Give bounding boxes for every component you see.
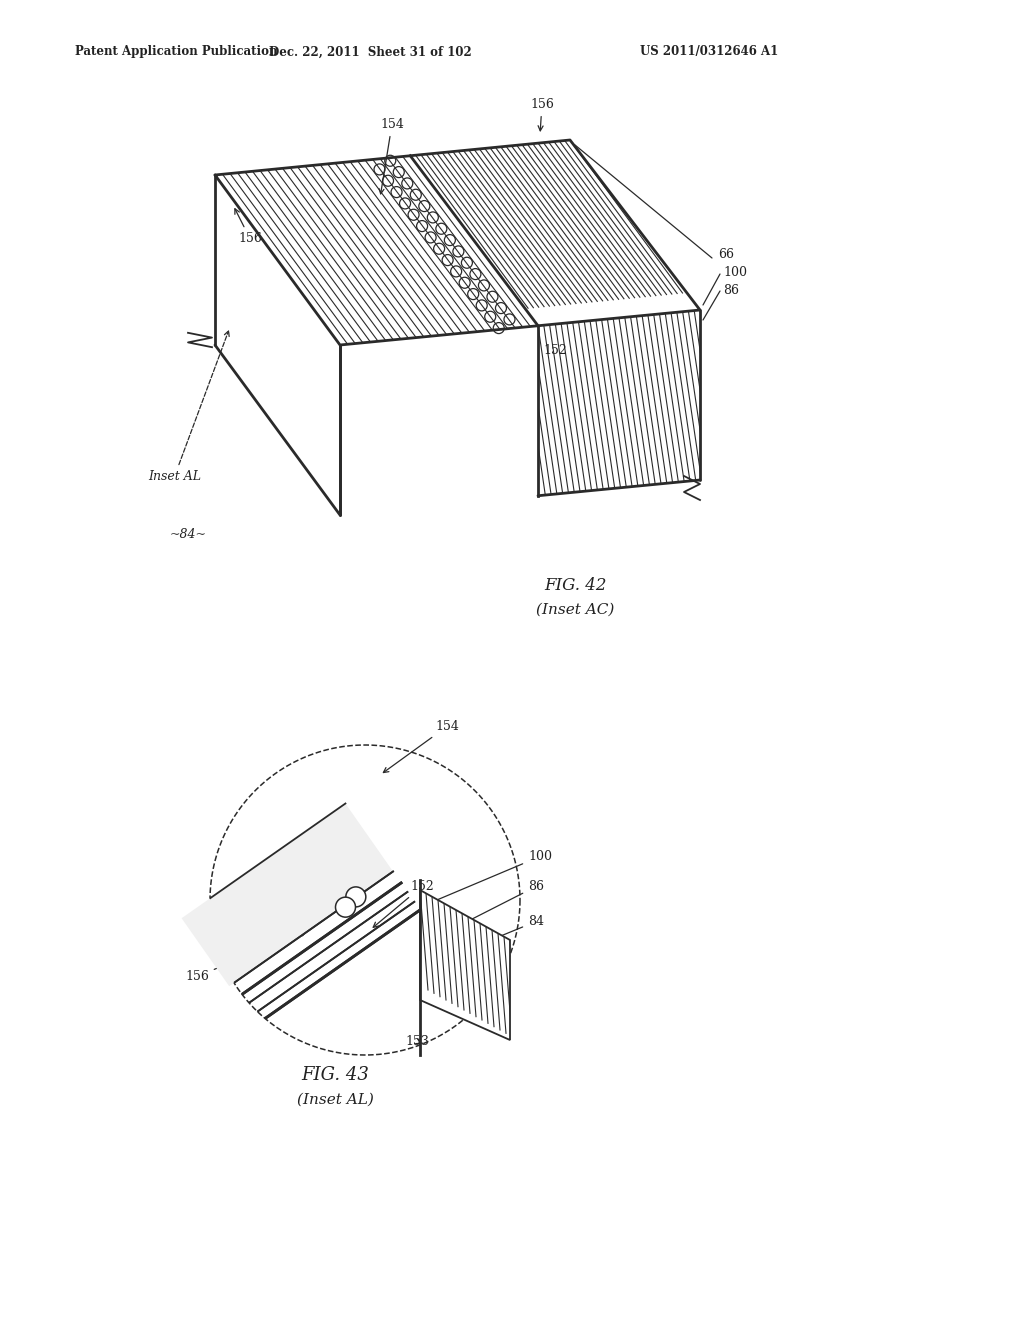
Text: FIG. 43: FIG. 43 [301, 1067, 369, 1084]
Text: FIG. 42: FIG. 42 [544, 577, 606, 594]
Polygon shape [181, 804, 393, 986]
Text: 152: 152 [373, 880, 434, 928]
Text: 66: 66 [718, 248, 734, 261]
Circle shape [346, 887, 366, 907]
Text: US 2011/0312646 A1: US 2011/0312646 A1 [640, 45, 778, 58]
Text: 86: 86 [723, 284, 739, 297]
Polygon shape [411, 140, 700, 326]
Text: 153: 153 [406, 1035, 429, 1048]
Text: 154: 154 [379, 117, 403, 194]
Text: 154: 154 [383, 719, 459, 772]
Polygon shape [340, 326, 538, 515]
Text: (Inset AC): (Inset AC) [536, 603, 614, 616]
Polygon shape [215, 156, 538, 345]
Circle shape [336, 898, 355, 917]
Text: 156: 156 [234, 209, 262, 246]
Text: (Inset AL): (Inset AL) [297, 1093, 374, 1107]
Text: ~84~: ~84~ [170, 528, 207, 541]
Polygon shape [538, 310, 700, 496]
Text: Patent Application Publication: Patent Application Publication [75, 45, 278, 58]
Text: Inset AL: Inset AL [148, 331, 229, 483]
Text: 86: 86 [429, 880, 544, 941]
Text: Dec. 22, 2011  Sheet 31 of 102: Dec. 22, 2011 Sheet 31 of 102 [268, 45, 471, 58]
Text: 152: 152 [543, 345, 566, 358]
Text: 156: 156 [530, 98, 554, 131]
Text: 156: 156 [185, 931, 306, 983]
Polygon shape [420, 890, 510, 1040]
Text: 100: 100 [429, 850, 552, 904]
Polygon shape [215, 176, 340, 515]
Text: 84: 84 [434, 915, 544, 964]
Text: 100: 100 [723, 265, 746, 279]
